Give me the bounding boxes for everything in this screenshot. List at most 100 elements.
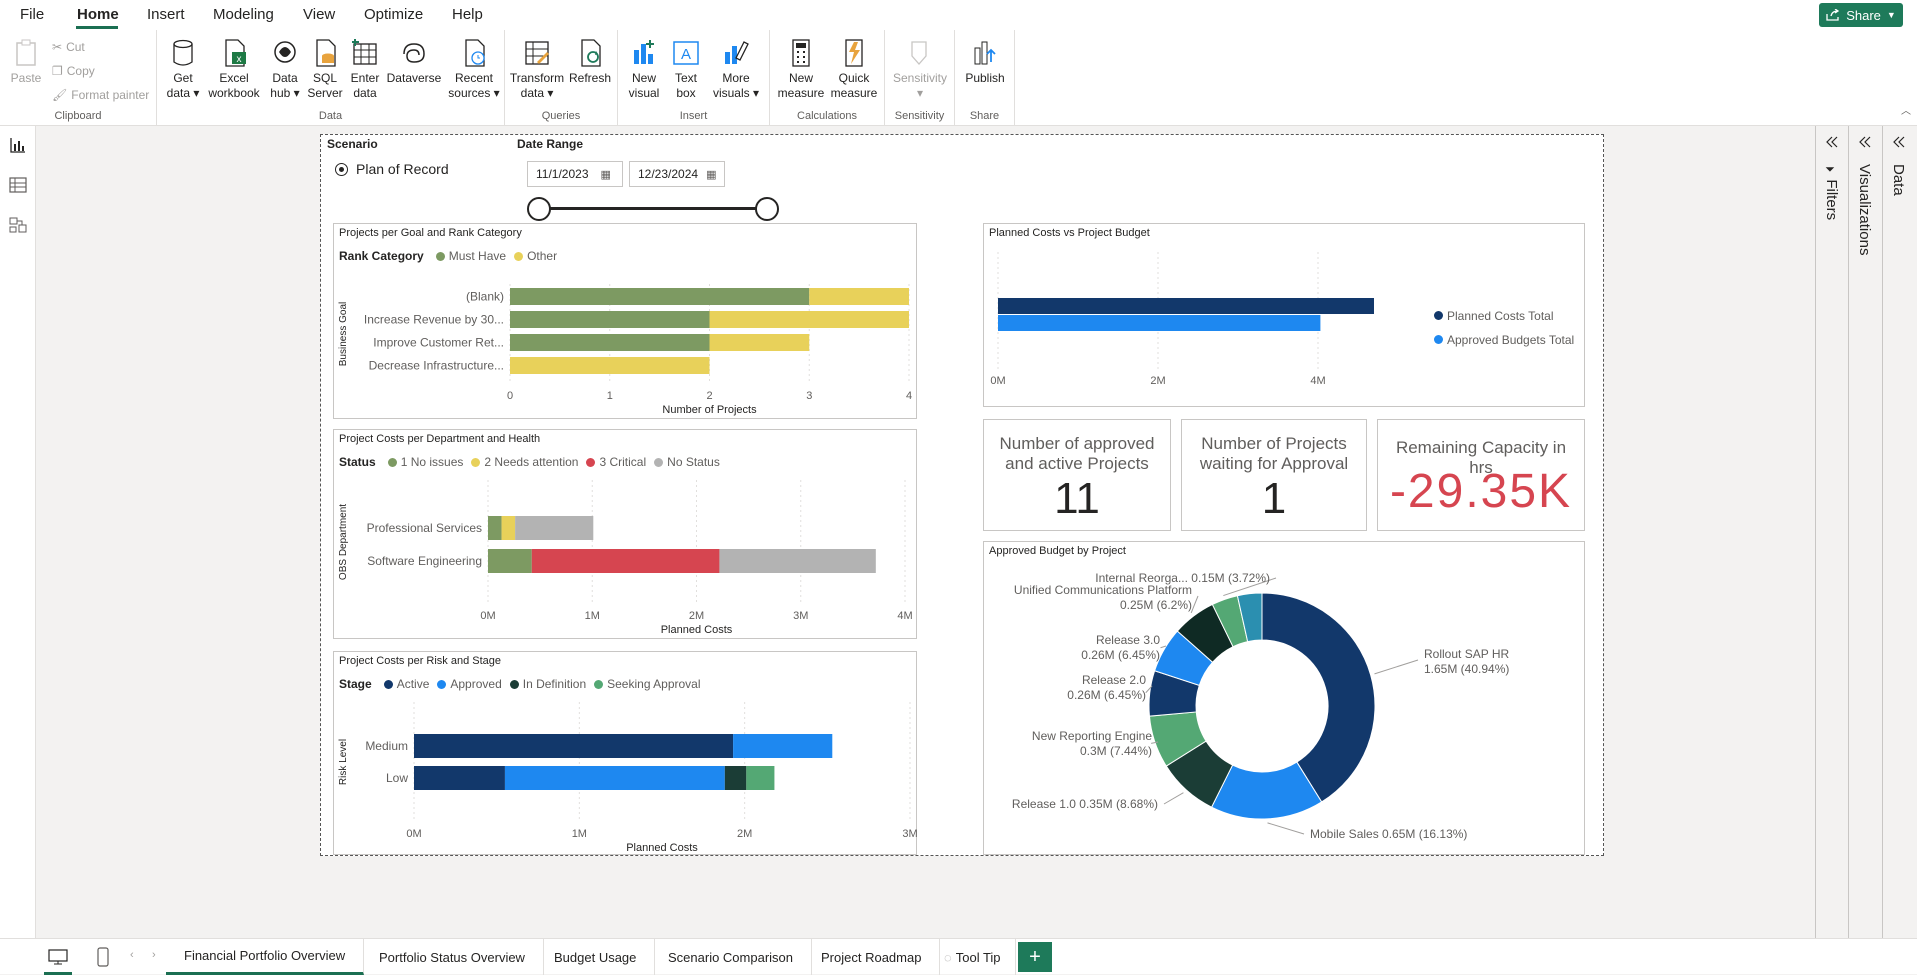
- chart-plot: 0M 2M 4M: [990, 252, 1374, 387]
- menu-optimize[interactable]: Optimize: [364, 6, 424, 23]
- legend-item[interactable]: Approved: [450, 677, 502, 691]
- model-view-icon[interactable]: [9, 216, 27, 234]
- legend-item[interactable]: Active: [396, 677, 430, 691]
- expand-chevron-icon[interactable]: [1857, 134, 1873, 150]
- menu-insert[interactable]: Insert: [147, 6, 185, 23]
- dataverse-button[interactable]: Dataverse: [385, 38, 443, 86]
- data-pane[interactable]: Data: [1882, 126, 1917, 938]
- data-hub-button[interactable]: Data hub ▾: [265, 38, 305, 101]
- get-data-button[interactable]: Get data ▾: [163, 38, 203, 101]
- slice-label-name: Rollout SAP HR: [1424, 647, 1509, 661]
- publish-icon: [974, 41, 996, 65]
- cut-label: Cut: [66, 40, 85, 54]
- tab-portfolio-status-overview[interactable]: Portfolio Status Overview: [361, 939, 544, 975]
- x-axis-label: Number of Projects: [662, 404, 757, 416]
- legend-item[interactable]: No Status: [667, 455, 720, 469]
- sensitivity-button[interactable]: Sensitivity ▾: [889, 38, 951, 101]
- legend-item[interactable]: 2 Needs attention: [484, 455, 579, 469]
- calendar-icon[interactable]: ▦: [600, 168, 611, 181]
- legend-item[interactable]: Must Have: [448, 249, 507, 263]
- tick-label: 0: [507, 390, 513, 402]
- kpi-projects-waiting-approval[interactable]: Number of Projects waiting for Approval …: [1181, 419, 1367, 531]
- tab-budget-usage[interactable]: Budget Usage: [536, 939, 656, 975]
- costs-per-department-chart[interactable]: Project Costs per Department and Health …: [333, 429, 917, 639]
- menu-view[interactable]: View: [303, 6, 336, 23]
- calendar-icon[interactable]: ▦: [706, 168, 717, 181]
- planned-vs-budget-chart[interactable]: Planned Costs vs Project Budget 0M 2M 4M P…: [983, 223, 1585, 407]
- scenario-option[interactable]: Plan of Record: [335, 161, 449, 177]
- kpi-approved-active-projects[interactable]: Number of approved and active Projects 1…: [983, 419, 1171, 531]
- start-date-input[interactable]: 11/1/2023 ▦: [527, 161, 623, 187]
- transform-data-button[interactable]: Transform data ▾: [509, 38, 565, 101]
- menu-home[interactable]: Home: [77, 6, 119, 23]
- enter-data-button[interactable]: Enter data: [345, 38, 385, 101]
- tab-tool-tip[interactable]: ◌ Tool Tip: [930, 939, 1016, 975]
- share-button[interactable]: Share ▼: [1819, 3, 1903, 27]
- legend-title: Stage: [339, 677, 372, 691]
- tab-scenario-comparison[interactable]: Scenario Comparison: [650, 939, 813, 975]
- slice-label: Release 1.0 0.35M (8.68%): [1012, 797, 1158, 811]
- menu-file[interactable]: File: [20, 6, 45, 23]
- costs-per-risk-chart[interactable]: Project Costs per Risk and Stage Stage A…: [333, 651, 918, 855]
- legend-item[interactable]: Approved Budgets Total: [1434, 328, 1574, 352]
- tab-financial-portfolio-overview[interactable]: Financial Portfolio Overview: [166, 939, 365, 975]
- svg-text:A: A: [681, 46, 691, 63]
- legend-item[interactable]: Seeking Approval: [607, 677, 701, 691]
- insert-group-label: Insert: [679, 110, 708, 122]
- sql-server-button[interactable]: SQL Server: [305, 38, 345, 101]
- slice-label-name: New Reporting Engine: [1032, 729, 1152, 743]
- legend-item[interactable]: Other: [527, 249, 558, 263]
- recent-sources-label-2: sources: [448, 86, 491, 100]
- legend-item[interactable]: In Definition: [522, 677, 587, 691]
- report-view-icon[interactable]: [9, 136, 27, 154]
- paste-button[interactable]: Paste: [8, 38, 44, 86]
- collapse-ribbon-icon[interactable]: ︿: [1901, 106, 1911, 117]
- date-range-handle-start[interactable]: [527, 197, 551, 221]
- expand-chevron-icon[interactable]: [1824, 134, 1840, 150]
- copy-button[interactable]: ❐ Copy: [52, 64, 95, 78]
- desktop-layout-icon[interactable]: [48, 948, 68, 966]
- svg-text:x: x: [237, 54, 242, 65]
- category-label: Decrease Infrastructure...: [369, 359, 504, 373]
- mobile-layout-icon[interactable]: [96, 947, 110, 967]
- end-date-input[interactable]: 12/23/2024 ▦: [629, 161, 725, 187]
- new-measure-label-1: New: [788, 71, 813, 85]
- refresh-button[interactable]: Refresh: [567, 38, 613, 86]
- kpi-remaining-capacity[interactable]: Remaining Capacity in hrs -29.35K: [1377, 419, 1585, 531]
- legend-item[interactable]: Planned Costs Total: [1434, 304, 1574, 328]
- refresh-icon: [581, 39, 601, 67]
- filters-pane[interactable]: ⏷ Filters: [1815, 126, 1848, 938]
- approved-budget-donut-chart[interactable]: Approved Budget by Project Rollout SAP H…: [983, 541, 1585, 855]
- more-visuals-button[interactable]: More visuals ▾: [708, 38, 764, 101]
- tick-label: 2M: [737, 828, 752, 840]
- projects-per-goal-chart[interactable]: Projects per Goal and Rank Category Rank…: [333, 223, 917, 419]
- menu-modeling[interactable]: Modeling: [213, 6, 274, 23]
- publish-button[interactable]: Publish: [963, 38, 1007, 86]
- chevron-down-icon: ▼: [1886, 10, 1896, 20]
- kpi-value: 1: [1261, 474, 1287, 523]
- expand-chevron-icon[interactable]: [1891, 134, 1907, 150]
- date-range-handle-end[interactable]: [755, 197, 779, 221]
- table-view-icon[interactable]: [9, 176, 27, 194]
- filter-icon: ⏷: [1824, 164, 1838, 180]
- leader-line: [1267, 822, 1305, 835]
- legend-item[interactable]: 3 Critical: [599, 455, 647, 469]
- quick-measure-button[interactable]: Quick measure: [828, 38, 880, 101]
- format-painter-button[interactable]: 🖌 Format painter: [52, 88, 149, 102]
- legend-item[interactable]: 1 No issues: [400, 455, 464, 469]
- chart-title: Projects per Goal and Rank Category: [339, 227, 522, 239]
- x-axis-label: Planned Costs: [626, 842, 698, 854]
- add-page-button[interactable]: +: [1018, 942, 1052, 972]
- new-measure-button[interactable]: New measure: [776, 38, 826, 101]
- visualizations-pane[interactable]: Visualizations: [1848, 126, 1882, 938]
- menu-help[interactable]: Help: [452, 6, 483, 23]
- new-visual-button[interactable]: New visual: [624, 38, 664, 101]
- cut-button[interactable]: ✂ Cut: [52, 40, 85, 54]
- tab-project-roadmap[interactable]: Project Roadmap: [803, 939, 941, 975]
- tab-scroll-left-icon[interactable]: ‹: [130, 949, 134, 961]
- excel-workbook-button[interactable]: x Excel workbook: [207, 38, 261, 101]
- y-axis-label: Business Goal: [338, 302, 349, 366]
- tab-scroll-right-icon[interactable]: ›: [152, 949, 156, 961]
- text-box-button[interactable]: A Text box: [668, 38, 704, 101]
- recent-sources-button[interactable]: Recent sources ▾: [447, 38, 501, 101]
